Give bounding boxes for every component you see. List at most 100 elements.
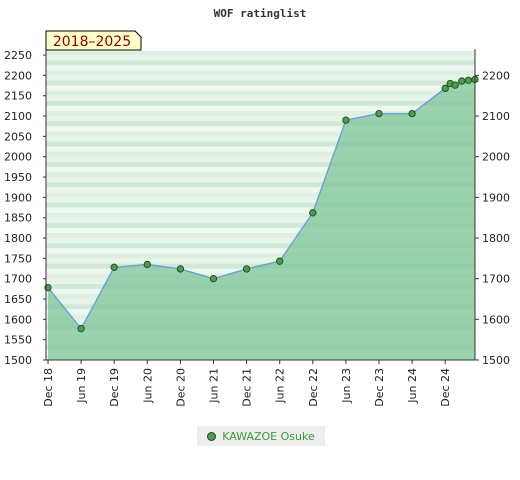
y-tick-label: 1650 <box>4 293 32 306</box>
grid-band <box>46 177 475 183</box>
grid-band <box>46 131 475 137</box>
data-point-3 <box>143 260 151 269</box>
period-badge-label: 2018–2025 <box>53 34 131 50</box>
grid-band <box>46 207 475 213</box>
grid-band <box>46 212 475 218</box>
legend-label: KAWAZOE Osuke <box>222 429 315 443</box>
data-point-10 <box>375 109 383 118</box>
y-tick-label-right: 1900 <box>482 191 510 204</box>
y-tick-label: 1550 <box>4 334 32 347</box>
y-tick-label: 1900 <box>4 191 32 204</box>
x-tick-label: Jun 22 <box>274 368 287 404</box>
x-tick-label: Dec 21 <box>241 368 254 407</box>
period-badge: 2018–2025 <box>45 30 142 51</box>
chart-title: WOF ratinglist <box>214 7 307 20</box>
grid-band <box>46 90 475 96</box>
grid-band <box>46 166 475 172</box>
data-point-5 <box>209 275 218 283</box>
y-tick-label-right: 2000 <box>482 151 510 164</box>
y-tick-label-right: 1800 <box>482 232 510 245</box>
grid-band <box>46 232 475 239</box>
grid-band <box>46 146 475 152</box>
y-tick-label: 2000 <box>4 151 32 164</box>
grid-band <box>46 202 475 208</box>
grid-band <box>46 222 475 228</box>
x-tick-label: Jun 19 <box>75 368 88 404</box>
y-tick-label: 1950 <box>4 171 32 184</box>
grid-band <box>46 60 475 66</box>
data-point-8 <box>309 209 317 217</box>
grid-band <box>46 192 475 198</box>
grid-band <box>46 121 475 127</box>
grid-band <box>46 156 475 162</box>
data-point-2 <box>110 263 118 271</box>
data-point-4 <box>176 265 185 273</box>
grid-band <box>46 243 475 249</box>
y-tick-label: 1750 <box>4 252 32 265</box>
data-point-9 <box>342 116 350 124</box>
grid-band <box>46 105 475 111</box>
x-tick-label: Dec 24 <box>439 368 452 407</box>
grid-band <box>46 187 475 193</box>
x-tick-label: Dec 22 <box>307 368 320 407</box>
data-point-14 <box>451 81 459 89</box>
y-tick-label: 1800 <box>4 232 32 245</box>
y-tick-label: 1850 <box>4 212 32 225</box>
grid-band <box>46 136 475 142</box>
grid-band <box>46 116 475 122</box>
legend: KAWAZOE Osuke <box>197 426 325 446</box>
data-point-7 <box>276 257 284 265</box>
grid-band <box>46 258 475 264</box>
grid-band <box>46 51 475 56</box>
grid-band <box>46 217 475 223</box>
grid-band <box>46 151 475 157</box>
grid-band <box>46 80 475 86</box>
x-tick-label: Dec 18 <box>42 368 55 407</box>
y-tick-label-right: 1500 <box>482 354 510 367</box>
y-tick-labels-left: 1500 1550 1600 1650 1700 1750 1800 1850 1900 1950… <box>4 49 46 367</box>
grid-band <box>46 100 475 106</box>
series-area <box>48 79 475 361</box>
grid-band <box>46 253 475 259</box>
y-tick-labels-right: 1500 1600 1700 1800 1900 2000 2100 2200 <box>475 69 510 367</box>
x-tick-labels: Dec 18 Jun 19 Dec 19 Jun 20 Dec 20 Jun 21 Dec … <box>42 360 452 407</box>
grid-band <box>46 110 475 117</box>
grid-band <box>46 238 475 244</box>
y-tick-label-right: 2100 <box>482 110 510 123</box>
data-point-11 <box>408 109 416 118</box>
x-tick-label: Jun 23 <box>340 368 353 404</box>
y-tick-label: 2200 <box>4 69 32 82</box>
grid-band <box>46 161 475 167</box>
grid-band <box>46 85 475 91</box>
grid-band <box>46 227 475 233</box>
y-tick-label: 1500 <box>4 354 32 367</box>
data-point-16 <box>464 76 473 84</box>
y-tick-label: 2250 <box>4 49 32 62</box>
grid-band <box>46 171 475 178</box>
y-tick-label: 1600 <box>4 313 32 326</box>
grid-band <box>46 248 475 254</box>
y-tick-label-right: 1700 <box>482 273 510 286</box>
grid-band <box>46 75 475 81</box>
grid-band <box>46 65 475 71</box>
y-tick-label-right: 1600 <box>482 313 510 326</box>
y-tick-label: 2100 <box>4 110 32 123</box>
y-tick-label: 1700 <box>4 273 32 286</box>
data-point-12 <box>441 84 449 93</box>
grid-band <box>46 141 475 147</box>
x-tick-label: Jun 21 <box>208 368 221 404</box>
data-point-15 <box>458 77 466 85</box>
x-tick-label: Jun 24 <box>406 368 419 404</box>
grid-band <box>46 55 475 61</box>
data-point-6 <box>242 265 251 273</box>
grid-band <box>46 70 475 76</box>
x-tick-label: Dec 20 <box>174 368 187 407</box>
x-tick-label: Jun 20 <box>141 368 154 404</box>
grid-band <box>46 182 475 188</box>
x-tick-label: Dec 23 <box>373 368 386 407</box>
x-tick-label: Dec 19 <box>108 368 121 407</box>
y-tick-label: 2050 <box>4 130 32 143</box>
legend-marker-icon <box>207 431 217 441</box>
grid-band <box>46 95 475 101</box>
